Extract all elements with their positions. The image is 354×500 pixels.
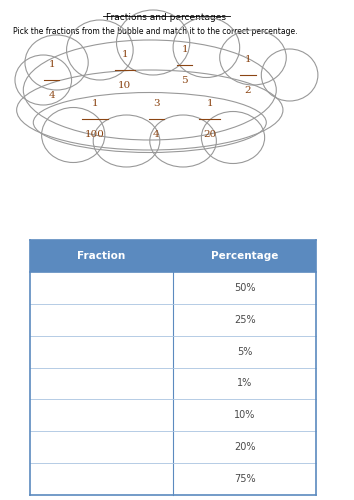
Text: 4: 4 <box>153 130 160 139</box>
Ellipse shape <box>150 115 216 167</box>
Ellipse shape <box>116 10 190 75</box>
Text: Fractions and percentages: Fractions and percentages <box>107 12 227 22</box>
Text: 50%: 50% <box>234 283 256 293</box>
Text: 5%: 5% <box>237 346 252 356</box>
Text: 1%: 1% <box>237 378 252 388</box>
Text: Fraction: Fraction <box>78 251 126 261</box>
Text: Pick the fractions from the bubble and match it to the correct percentage.: Pick the fractions from the bubble and m… <box>13 28 298 36</box>
Text: 25%: 25% <box>234 314 256 324</box>
Ellipse shape <box>93 115 160 167</box>
Text: 1: 1 <box>48 60 55 69</box>
Ellipse shape <box>261 49 318 101</box>
Text: 1: 1 <box>182 45 188 54</box>
Text: Percentage: Percentage <box>211 251 278 261</box>
Ellipse shape <box>42 108 105 162</box>
Ellipse shape <box>23 40 276 140</box>
Ellipse shape <box>15 55 72 105</box>
Ellipse shape <box>220 30 286 85</box>
Text: 5: 5 <box>182 76 188 85</box>
Ellipse shape <box>173 18 240 78</box>
FancyBboxPatch shape <box>30 240 316 272</box>
FancyBboxPatch shape <box>30 240 316 495</box>
Text: 100: 100 <box>85 130 105 139</box>
Ellipse shape <box>67 20 133 80</box>
Text: 1: 1 <box>121 50 128 59</box>
Ellipse shape <box>201 112 265 164</box>
Text: 10%: 10% <box>234 410 255 420</box>
Text: 4: 4 <box>48 91 55 100</box>
Text: 1: 1 <box>206 99 213 108</box>
Text: 3: 3 <box>153 99 160 108</box>
Ellipse shape <box>25 35 88 90</box>
Text: 1: 1 <box>92 99 98 108</box>
Text: 75%: 75% <box>234 474 256 484</box>
Text: 2: 2 <box>245 86 251 95</box>
Text: 20: 20 <box>203 130 216 139</box>
Text: 20%: 20% <box>234 442 256 452</box>
Text: 10: 10 <box>118 81 131 90</box>
Ellipse shape <box>17 70 283 150</box>
Text: 1: 1 <box>245 55 251 64</box>
Ellipse shape <box>33 92 266 152</box>
